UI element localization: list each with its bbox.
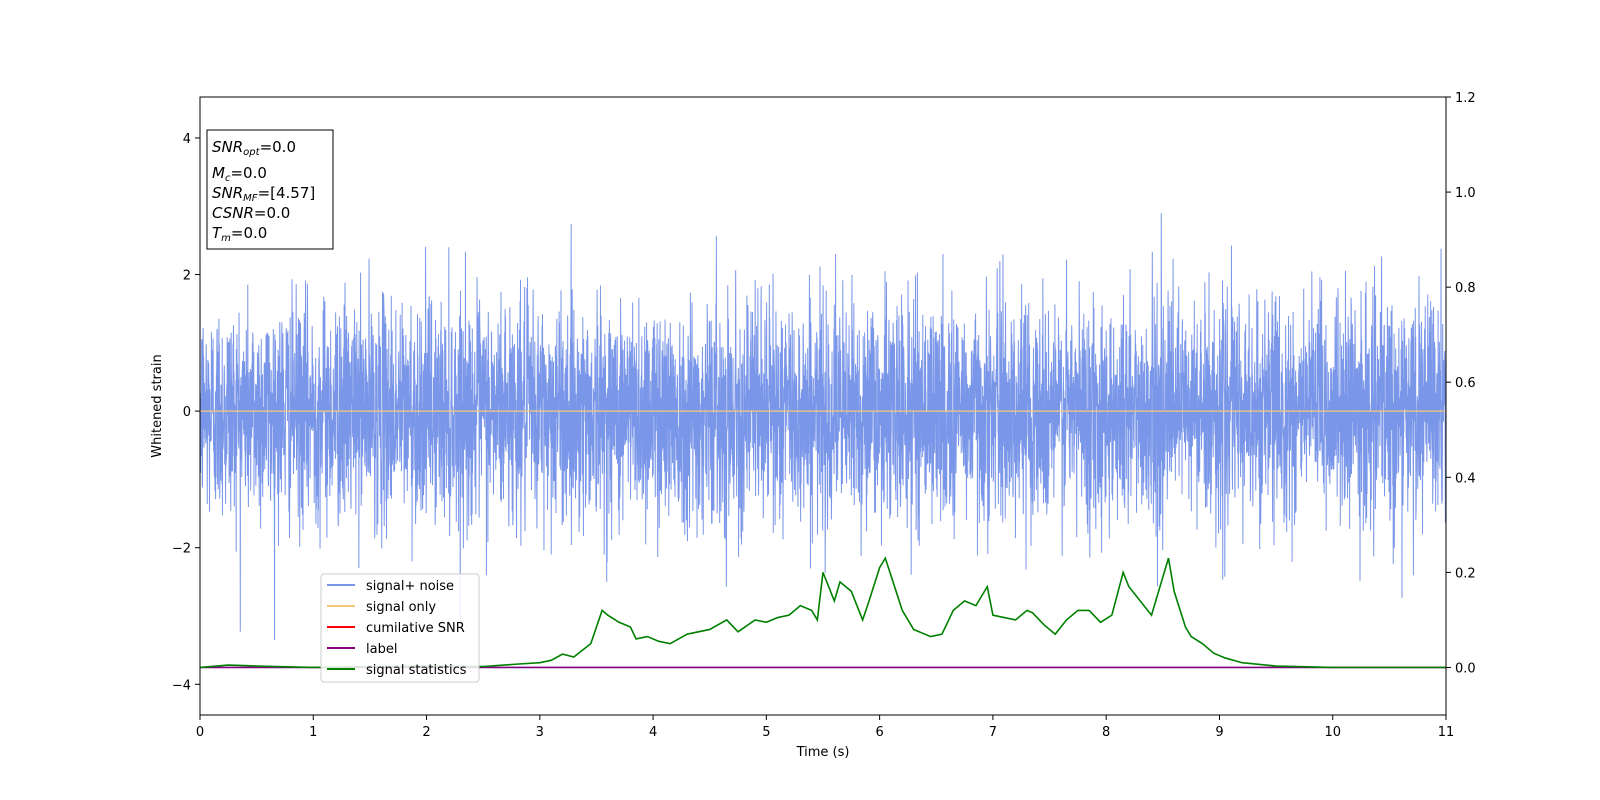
x-tick-label: 11 [1438,725,1455,740]
legend-label-signal-statistics: signal statistics [366,663,467,678]
axis-ticks: 0 1 2 3 4 5 6 7 8 9 10 11 −4 −2 0 2 4 0.0 0.2 0.4 0.6 0.8 1.0 1… [172,91,1476,740]
plot-frame [199,96,1447,716]
y2-tick-label: 0.4 [1455,471,1476,486]
info-csnr: CSNR=0.0 [212,204,290,222]
info-snr-mf-sub: MF [243,193,258,204]
x-tick-label: 10 [1324,725,1341,740]
y-tick-label: 0 [183,405,191,420]
legend-label-signal-noise: signal+ noise [366,579,454,594]
info-box-frame [206,129,334,250]
info-snr-mf: SNRMF=[4.57] [212,184,315,204]
y2-tick-label: 1.0 [1455,186,1476,201]
info-mc-value: =0.0 [230,164,266,182]
info-snr-opt-main: SNR [212,138,243,156]
x-tick-label: 2 [422,725,430,740]
y2-tick-label: 0.8 [1455,281,1476,296]
y-tick-label: −4 [172,678,191,693]
y2-tick-label: 0.6 [1455,376,1476,391]
y-tick-label: −2 [172,542,191,557]
y-axis-label: Whitened strain [150,354,165,457]
x-tick-label: 7 [989,725,997,740]
legend-label-signal-only: signal only [366,600,436,615]
y2-tick-label: 0.2 [1455,566,1476,581]
info-snr-opt-sub: opt [243,147,260,158]
info-csnr-value: =0.0 [254,204,290,222]
y2-tick-label: 1.2 [1455,91,1476,106]
y-tick-label: 2 [183,269,191,284]
x-tick-label: 1 [309,725,317,740]
info-tm-value: =0.0 [231,224,267,242]
x-tick-label: 5 [762,725,770,740]
x-axis-label: Time (s) [796,745,850,760]
x-tick-label: 3 [536,725,544,740]
info-snr-opt: SNRopt=0.0 [212,138,296,158]
legend: signal+ noise signal only cumilative SNR… [320,573,480,683]
x-tick-label: 0 [196,725,204,740]
info-mc-main: M [212,164,225,182]
info-csnr-main: CSNR [212,204,254,222]
info-box: SNRopt=0.0 Mc=0.0 SNRMF=[4.57] CSNR=0.0 … [206,129,334,250]
x-tick-label: 9 [1215,725,1223,740]
info-mc-sub: c [225,173,231,184]
legend-label-label: label [366,642,397,657]
x-tick-label: 4 [649,725,657,740]
x-tick-label: 8 [1102,725,1110,740]
series-signal-statistics [199,556,1446,669]
x-tick-label: 6 [875,725,883,740]
info-snr-opt-value: =0.0 [260,138,296,156]
legend-label-cumulative-snr: cumilative SNR [366,621,465,636]
y-tick-label: 4 [183,132,191,147]
y2-tick-label: 0.0 [1455,661,1476,676]
info-snr-mf-main: SNR [212,184,243,202]
info-snr-mf-value: =[4.57] [258,184,316,202]
info-tm: Tm=0.0 [212,224,267,244]
info-mc: Mc=0.0 [212,164,267,184]
info-tm-sub: m [221,233,231,244]
info-tm-main: T [212,224,223,242]
legend-frame [320,573,480,683]
series-signal-noise [199,213,1447,641]
